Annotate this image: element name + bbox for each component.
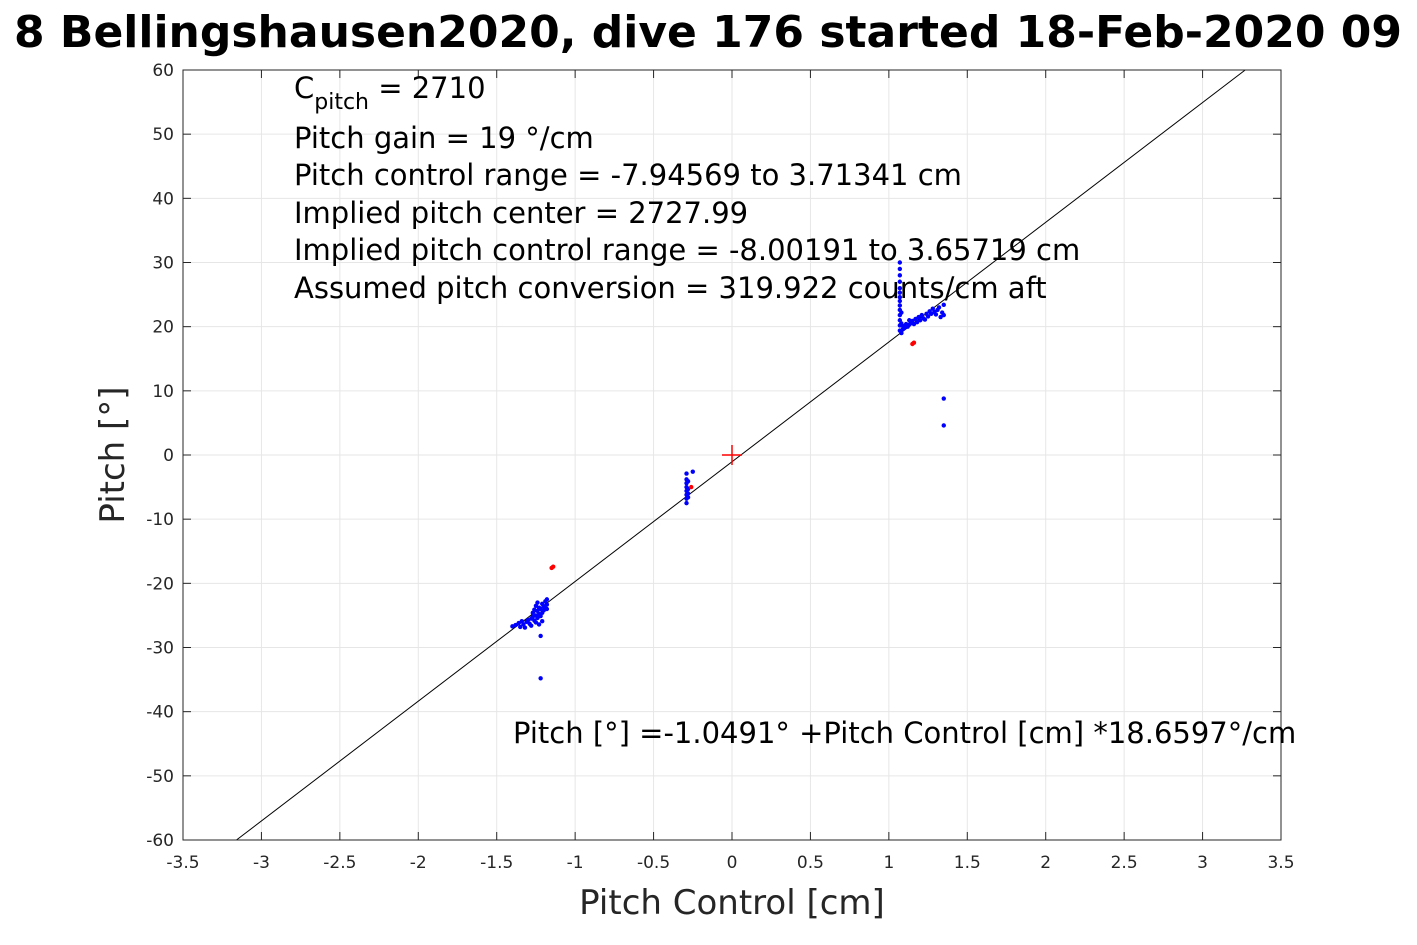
axis-ticks: -3.5 -3 -2.5 -2 -1.5 -1 -0.5 0 0.5 1 1.5 2 2.5 3 3.5 -6… (146, 61, 1294, 873)
x-tick-label: 1.5 (954, 853, 981, 873)
data-point (544, 606, 550, 612)
y-tick-label: 20 (152, 318, 174, 338)
c-pitch-subscript: pitch (314, 90, 369, 115)
y-tick-label: -40 (146, 703, 174, 723)
data-point (538, 633, 543, 639)
annotation-implied-range: Implied pitch control range = -8.00191 t… (294, 233, 1080, 267)
data-point (540, 618, 545, 624)
y-tick-label: -10 (146, 510, 174, 530)
data-points (510, 260, 946, 681)
data-point (685, 495, 691, 500)
data-point (685, 491, 691, 496)
data-point (685, 479, 691, 484)
data-point (925, 314, 931, 319)
data-point (544, 597, 550, 602)
data-point (941, 396, 946, 401)
data-point (897, 260, 903, 265)
data-point (684, 500, 689, 506)
data-point (897, 298, 903, 304)
y-tick-label: -30 (146, 639, 174, 659)
y-tick-label: 0 (163, 446, 174, 466)
x-tick-label: 3.5 (1267, 853, 1294, 873)
annotation-fit-equation: Pitch [°] =-1.0491° +Pitch Control [cm] … (513, 716, 1296, 750)
x-tick-label: -3 (253, 853, 270, 873)
y-axis-label: Pitch [°] (93, 386, 133, 523)
center-marker-layer (722, 445, 742, 465)
data-point (936, 305, 942, 310)
y-tick-label: 30 (152, 254, 174, 274)
y-tick-label: 60 (152, 61, 174, 81)
data-point (684, 471, 689, 476)
data-point (941, 312, 946, 318)
data-point (922, 317, 928, 322)
data-point (911, 340, 917, 345)
x-tick-label: -2 (410, 853, 427, 873)
annotation-implied-center: Implied pitch center = 2727.99 (294, 196, 748, 230)
data-point (899, 310, 904, 315)
data-point (897, 303, 903, 308)
x-tick-label: 1 (883, 853, 894, 873)
data-point (941, 423, 946, 428)
x-tick-label: -1 (567, 853, 584, 873)
data-point (689, 484, 694, 490)
chart-title: 8 Bellingshausen2020, dive 176 started 1… (14, 7, 1402, 58)
data-point (690, 469, 695, 474)
x-tick-label: 2 (1040, 853, 1051, 873)
y-tick-label: -60 (146, 831, 174, 851)
data-point (529, 623, 534, 628)
y-tick-label: -20 (146, 574, 174, 594)
data-point (899, 330, 904, 336)
data-point (518, 624, 523, 630)
annotation-pitch-gain: Pitch gain = 19 °/cm (294, 121, 594, 155)
data-point (538, 676, 543, 681)
y-tick-label: -50 (146, 767, 174, 787)
data-point (897, 285, 903, 291)
data-point (897, 294, 903, 300)
data-point (897, 290, 903, 295)
data-point (549, 565, 554, 571)
data-point (941, 302, 946, 308)
data-point (522, 625, 528, 630)
data-point (536, 622, 542, 627)
y-tick-label: 10 (152, 382, 174, 402)
annotation-block: Cpitch = 2710 Pitch gain = 19 °/cm Pitch… (294, 71, 1080, 305)
data-point (544, 602, 550, 607)
annotation-conversion: Assumed pitch conversion = 319.922 count… (294, 271, 1047, 305)
data-point (535, 600, 540, 605)
data-point (897, 266, 903, 272)
x-tick-label: 3 (1197, 853, 1208, 873)
x-tick-label: -3.5 (166, 853, 199, 873)
c-pitch-value: = 2710 (369, 71, 486, 105)
x-tick-label: -0.5 (637, 853, 670, 873)
x-tick-label: -1.5 (480, 853, 513, 873)
c-pitch-letter: C (294, 71, 314, 105)
x-tick-label: 0.5 (797, 853, 824, 873)
x-axis-label: Pitch Control [cm] (579, 883, 885, 923)
y-tick-label: 50 (152, 125, 174, 145)
data-point (897, 279, 903, 284)
annotation-c-pitch: Cpitch = 2710 (294, 71, 486, 115)
grid (182, 69, 1282, 841)
annotation-control-range: Pitch control range = -7.94569 to 3.7134… (294, 158, 962, 192)
x-tick-label: 0 (727, 853, 738, 873)
data-point (897, 273, 903, 278)
data-point (933, 312, 939, 317)
y-tick-label: 40 (152, 189, 174, 209)
x-tick-label: -2.5 (323, 853, 356, 873)
x-tick-label: 2.5 (1111, 853, 1138, 873)
